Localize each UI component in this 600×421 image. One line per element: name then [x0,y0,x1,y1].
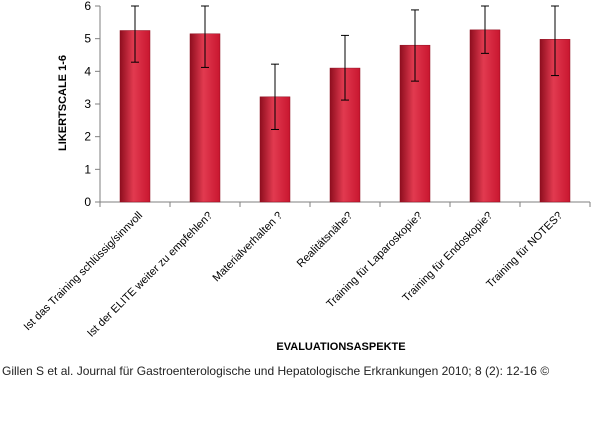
y-tick-label: 3 [84,97,91,111]
x-axis-title: EVALUATIONSASPEKTE [276,341,405,353]
x-category-label: Materialverhalten ? [210,210,285,285]
y-axis-title: LIKERTSCALE 1-6 [57,55,69,151]
y-tick-label: 1 [84,162,91,176]
x-category-label: Training für NOTES? [484,210,565,291]
x-category-label: Ist der ELITE weiter zu empfehlen? [85,210,215,340]
y-tick-label: 2 [84,130,91,144]
bar-chart: 0 1 2 3 4 5 6 Ist das Training schlüssig/sinnvo… [22,0,591,353]
bar [469,29,501,203]
x-category-label: Realitätsnähe? [295,210,355,270]
y-tick-label: 4 [84,64,91,78]
plot-area: 0 1 2 3 4 5 6 Ist das Training schlüssig/sinnvo… [22,0,591,340]
y-tick-label: 5 [84,32,91,46]
y-tick-label: 6 [84,0,91,13]
y-tick-label: 0 [84,195,91,209]
source-caption: Gillen S et al. Journal für Gastroentero… [2,364,550,378]
x-category-label: Ist das Training schlüssig/sinnvoll [22,210,145,333]
